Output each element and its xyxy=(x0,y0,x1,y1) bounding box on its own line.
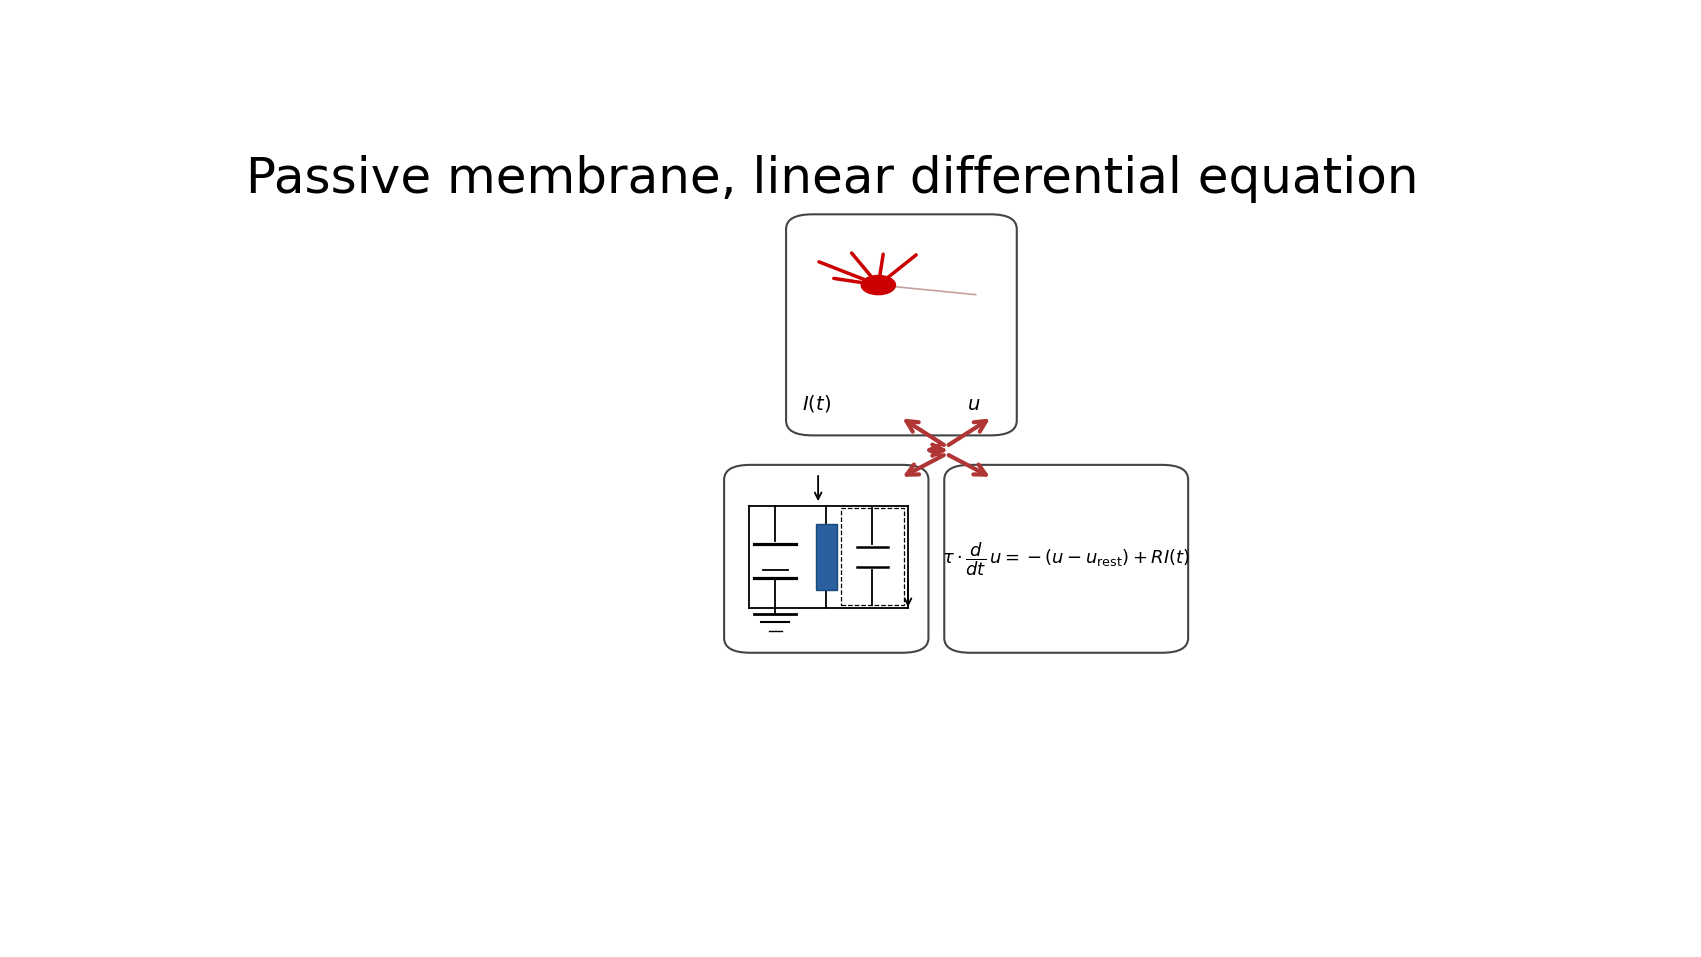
FancyBboxPatch shape xyxy=(725,465,929,653)
FancyBboxPatch shape xyxy=(816,523,837,590)
Text: Passive membrane, linear differential equation: Passive membrane, linear differential eq… xyxy=(245,155,1419,204)
Text: $I(t)$: $I(t)$ xyxy=(801,393,830,414)
FancyBboxPatch shape xyxy=(944,465,1187,653)
Text: $\tau \cdot \dfrac{d}{dt}\,u = -(u - u_{\mathrm{rest}}) + RI(t)$: $\tau \cdot \dfrac{d}{dt}\,u = -(u - u_{… xyxy=(942,540,1191,578)
FancyBboxPatch shape xyxy=(786,214,1017,435)
Bar xyxy=(840,508,903,606)
Text: $u$: $u$ xyxy=(966,394,980,413)
Circle shape xyxy=(861,276,895,295)
